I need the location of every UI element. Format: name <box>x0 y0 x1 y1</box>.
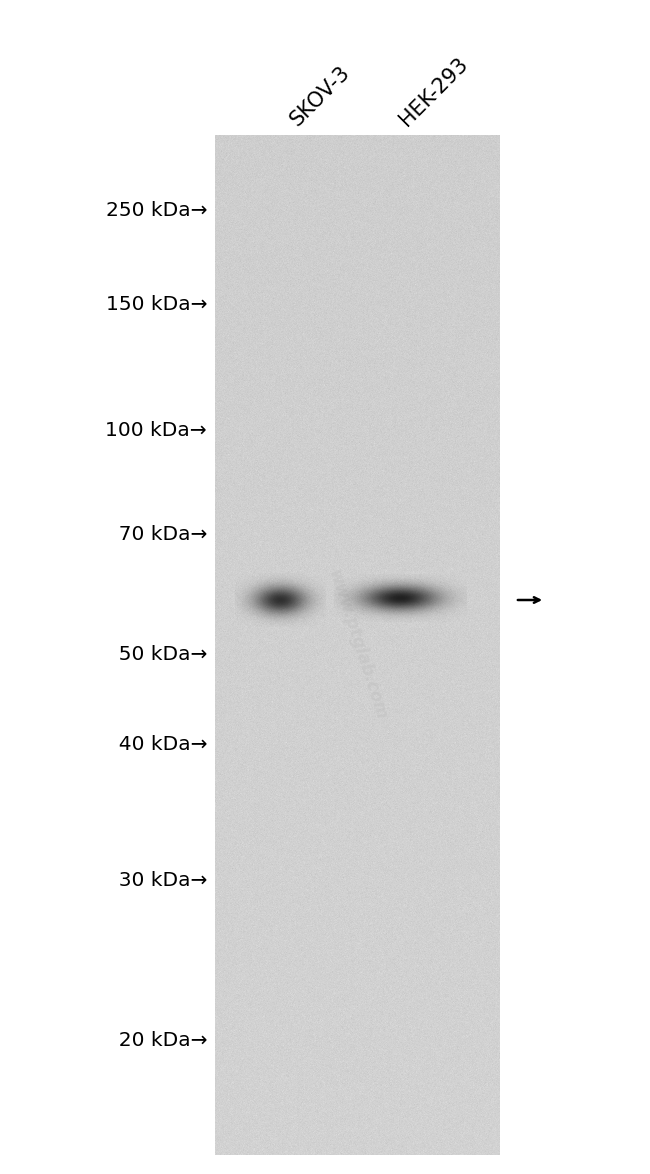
Text: 100 kDa→: 100 kDa→ <box>105 420 207 439</box>
Text: HEK-293: HEK-293 <box>396 54 472 130</box>
Text: 150 kDa→: 150 kDa→ <box>105 296 207 315</box>
Text: 70 kDa→: 70 kDa→ <box>105 526 207 545</box>
Text: 50 kDa→: 50 kDa→ <box>105 646 207 664</box>
Text: www.ptglab.com: www.ptglab.com <box>324 567 391 722</box>
Text: SKOV-3: SKOV-3 <box>286 62 354 130</box>
Text: 20 kDa→: 20 kDa→ <box>105 1031 207 1050</box>
Text: 30 kDa→: 30 kDa→ <box>105 870 207 890</box>
Text: 40 kDa→: 40 kDa→ <box>105 735 207 755</box>
Text: 250 kDa→: 250 kDa→ <box>105 201 207 220</box>
